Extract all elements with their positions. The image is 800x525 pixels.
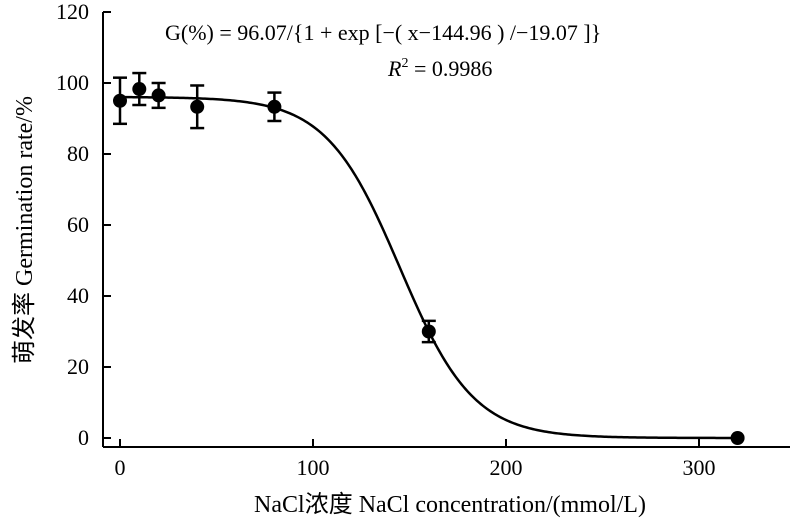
y-tick-label: 0 — [78, 425, 89, 450]
data-point — [267, 99, 282, 114]
data-point — [421, 324, 436, 339]
data-point — [730, 431, 745, 445]
y-tick-label: 120 — [56, 0, 89, 24]
x-tick-label: 0 — [115, 455, 126, 480]
data-points — [113, 82, 745, 445]
x-tick-label: 300 — [683, 455, 716, 480]
y-tick-label: 60 — [67, 212, 89, 237]
y-axis-title: 萌发率 Germination rate/% — [11, 96, 38, 364]
r-squared: R2 = 0.9986 — [387, 56, 492, 81]
r-squared-exponent: 2 — [401, 56, 408, 71]
x-tick-label: 100 — [297, 455, 330, 480]
data-point — [132, 82, 147, 97]
fit-equation: G(%) = 96.07/{1 + exp [−( x−144.96 ) /−1… — [165, 20, 601, 45]
y-tick-label: 80 — [67, 141, 89, 166]
y-tick-label: 100 — [56, 70, 89, 95]
data-point — [151, 88, 166, 103]
x-tick-label: 200 — [490, 455, 523, 480]
axes — [102, 12, 790, 448]
r-squared-value: = 0.9986 — [408, 56, 492, 81]
r-squared-symbol: R — [387, 56, 402, 81]
fit-curve — [119, 95, 742, 440]
x-axis-title: NaCl浓度 NaCl concentration/(mmol/L) — [254, 491, 646, 518]
tick-labels: 0 20 40 60 80 100 120 0 100 200 300 — [56, 0, 716, 480]
data-point — [113, 93, 127, 108]
y-tick-label: 20 — [67, 354, 89, 379]
ticks — [103, 11, 700, 447]
y-tick-label: 40 — [67, 283, 89, 308]
data-point — [190, 99, 205, 114]
